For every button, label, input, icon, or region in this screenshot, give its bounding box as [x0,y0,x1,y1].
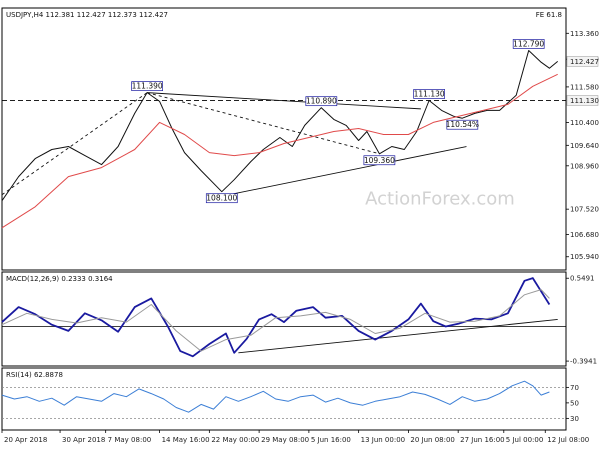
price-label: 112.427 [570,58,599,66]
x-tick-label: 5 Jun 16:00 [311,436,351,444]
corner-label: FE 61.8 [536,11,562,19]
y-tick-label: 50 [570,399,579,407]
annotation-label: 112.790 [513,39,544,48]
pane-header: USDJPY,H4 112.381 112.427 112.373 112.42… [6,11,168,19]
annotation-box [305,96,338,107]
x-tick-label: 29 May 08:00 [261,436,309,444]
y-tick-label: 111.580 [570,83,599,91]
annotation-box [413,89,445,99]
series-moving-average [1,73,558,229]
y-tick-label: 0.5491 [570,275,595,283]
trendline [147,92,421,110]
pane-header: MACD(12,26,9) 0.2333 0.3164 [6,275,113,283]
x-tick-label: 12 Jul 08:00 [547,436,589,444]
y-tick-label: 105.940 [570,253,599,261]
pane-frame [1,367,567,431]
pane-frame [1,271,567,367]
x-tick-label: 5 Jul 00:00 [506,436,544,444]
watermark: ActionForex.com [365,189,515,210]
price-label-box [566,95,599,106]
annotation-label: 110.890 [306,97,337,106]
y-tick-label: 107.520 [570,206,599,214]
pane-1: MACD(12,26,9) 0.2333 0.3164 0.5491 -0.3941 [1,271,597,367]
pane-2: RSI(14) 62.8878 70 50 30 [1,367,579,431]
annotation-label: 109.360 [364,156,395,165]
y-tick-label: 110.400 [570,119,599,127]
annotation-label: 111.390 [132,82,163,91]
series-rsi [1,380,550,413]
annotation-box [446,119,479,130]
y-tick-label: 113.360 [570,30,599,38]
annotation-box [131,81,163,91]
x-tick-label: 30 Apr 2018 [62,436,105,444]
y-tick-label: 106.680 [570,231,599,239]
x-tick-label: 20 Jun 08:00 [410,436,454,444]
annotation-box [512,39,545,49]
annotation-box [205,193,238,204]
pane-frame [1,7,567,271]
series-price [1,50,559,201]
series-macd [1,277,551,358]
price-label-box [566,56,599,67]
x-tick-label: 7 May 08:00 [108,436,152,444]
x-tick-label: 20 Apr 2018 [4,436,47,444]
x-tick-label: 27 Jun 16:00 [460,436,504,444]
trendline [238,318,558,354]
pane-header: RSI(14) 62.8878 [6,371,63,379]
x-axis: 20 Apr 2018 30 Apr 2018 7 May 08:00 14 May … [1,430,589,444]
annotation-label: 110.54% [446,120,479,129]
y-tick-label: -0.3941 [570,358,597,366]
y-tick-label: 108.960 [570,162,599,170]
trendline [147,92,380,155]
x-tick-label: 13 Jun 00:00 [361,436,405,444]
annotation-label: 111.130 [414,89,445,98]
y-tick-label: 70 [570,384,579,392]
trendline [221,146,467,197]
x-tick-label: 14 May 16:00 [162,436,210,444]
y-tick-label: 109.640 [570,142,599,150]
annotation-box [363,155,396,166]
annotation-label: 108.100 [206,194,237,203]
pane-0: ActionForex.com 111.390 110.890 111.130 110.… [1,7,599,271]
y-tick-label: 30 [570,415,579,423]
price-label: 111.130 [570,97,599,105]
x-tick-label: 22 May 00:00 [211,436,259,444]
series-signal [1,289,550,352]
